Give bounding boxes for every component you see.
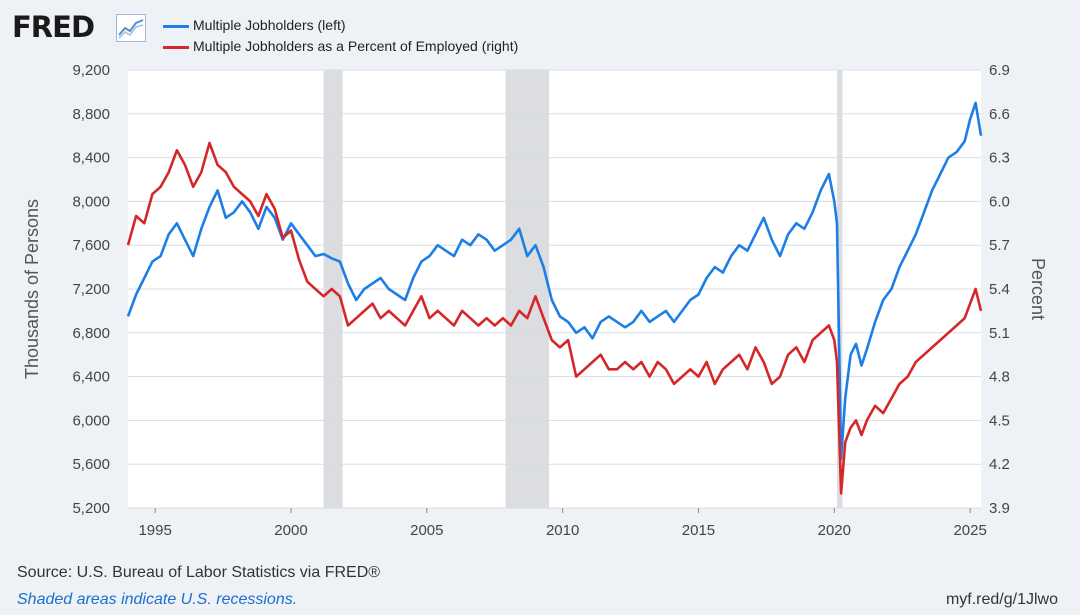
x-tick-label: 2010 bbox=[546, 522, 579, 539]
y-left-tick-label: 6,000 bbox=[72, 412, 110, 429]
legend-item-right-series[interactable]: Multiple Jobholders as a Percent of Empl… bbox=[163, 36, 518, 57]
legend-label-right: Multiple Jobholders as a Percent of Empl… bbox=[193, 38, 519, 54]
y-right-tick-label: 5.1 bbox=[989, 325, 1010, 342]
short-url[interactable]: myf.red/g/1Jlwo bbox=[945, 591, 1058, 608]
y-right-tick-label: 4.5 bbox=[989, 412, 1010, 429]
y-right-tick-label: 3.9 bbox=[989, 500, 1010, 517]
y-left-tick-label: 7,600 bbox=[72, 237, 110, 254]
series-line-multiple-jobholders bbox=[126, 101, 983, 461]
x-tick-label: 2005 bbox=[410, 522, 443, 539]
x-tick-label: 2025 bbox=[953, 522, 986, 539]
x-tick-label: 2020 bbox=[818, 522, 851, 539]
y-right-axis-title: Percent bbox=[1028, 258, 1048, 320]
y-left-tick-label: 5,600 bbox=[72, 456, 110, 473]
legend-swatch-left bbox=[163, 24, 189, 28]
legend-swatch-right bbox=[163, 45, 189, 49]
y-right-tick-label: 5.4 bbox=[989, 281, 1010, 298]
y-right-tick-label: 4.8 bbox=[989, 369, 1010, 386]
source-text: Source: U.S. Bureau of Labor Statistics … bbox=[17, 564, 381, 581]
trend-line-icon bbox=[116, 14, 146, 42]
chart-legend: Multiple Jobholders (left) Multiple Jobh… bbox=[163, 15, 518, 57]
y-left-tick-label: 8,400 bbox=[72, 150, 110, 167]
y-right-tick-label: 6.9 bbox=[989, 62, 1010, 79]
fred-logo[interactable]: FRED bbox=[12, 10, 95, 44]
line-chart: 5,200 5,600 6,000 6,400 6,800 7,200 7,600 8,000… bbox=[22, 62, 1048, 539]
y-left-tick-label: 8,000 bbox=[72, 193, 110, 210]
legend-label-left: Multiple Jobholders (left) bbox=[193, 17, 346, 33]
y-right-tick-label: 6.6 bbox=[989, 106, 1010, 123]
legend-item-left-series[interactable]: Multiple Jobholders (left) bbox=[163, 15, 518, 36]
y-right-tick-label: 6.0 bbox=[989, 193, 1010, 210]
y-left-tick-label: 8,800 bbox=[72, 106, 110, 123]
y-right-tick-label: 4.2 bbox=[989, 456, 1010, 473]
x-tick-label: 2015 bbox=[682, 522, 715, 539]
y-right-tick-label: 5.7 bbox=[989, 237, 1010, 254]
y-left-tick-label: 9,200 bbox=[72, 62, 110, 79]
series-line-percent-employed bbox=[126, 141, 983, 495]
y-left-tick-label: 6,800 bbox=[72, 325, 110, 342]
y-left-tick-label: 5,200 bbox=[72, 500, 110, 517]
x-tick-label: 2000 bbox=[274, 522, 307, 539]
y-right-tick-label: 6.3 bbox=[989, 150, 1010, 167]
y-left-axis-title: Thousands of Persons bbox=[22, 199, 42, 379]
recession-note: Shaded areas indicate U.S. recessions. bbox=[17, 591, 298, 608]
y-left-tick-label: 6,400 bbox=[72, 369, 110, 386]
y-left-tick-label: 7,200 bbox=[72, 281, 110, 298]
x-tick-label: 1995 bbox=[138, 522, 171, 539]
